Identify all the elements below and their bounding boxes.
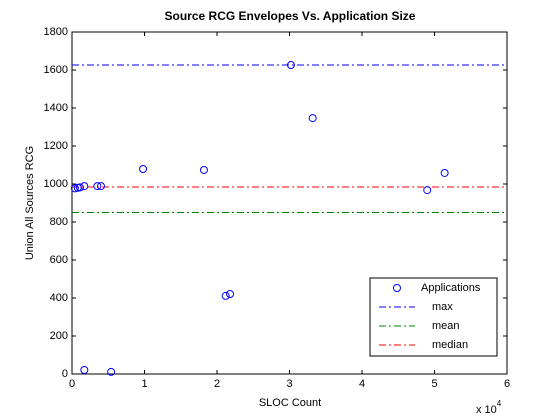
y-tick-label: 600: [50, 254, 68, 266]
legend-label: median: [432, 339, 468, 351]
y-tick-label: 1800: [44, 26, 68, 38]
legend-box: [369, 277, 498, 357]
x-tick-label: 6: [504, 378, 510, 390]
legend-label: mean: [432, 320, 460, 332]
data-point: [199, 165, 208, 174]
data-point: [75, 183, 84, 192]
x-tick-label: 1: [141, 378, 147, 390]
multiplier-base: x 10: [476, 404, 497, 416]
x-multiplier: x 104: [476, 399, 502, 416]
data-point: [70, 184, 79, 193]
data-point: [286, 61, 295, 70]
legend-label: max: [432, 301, 453, 313]
x-tick-label: 0: [69, 378, 75, 390]
y-tick-label: 800: [50, 216, 68, 228]
data-point: [139, 164, 148, 173]
y-tick-label: 1200: [44, 140, 68, 152]
chart-title: Source RCG Envelopes Vs. Application Siz…: [165, 9, 416, 23]
data-point: [423, 186, 432, 195]
legend-marker: [393, 284, 401, 292]
y-tick-label: 1400: [44, 102, 68, 114]
data-point: [80, 366, 89, 375]
x-tick-label: 2: [214, 378, 220, 390]
data-point: [226, 290, 235, 299]
data-point: [97, 182, 105, 191]
y-tick-label: 400: [50, 292, 68, 304]
x-tick-label: 3: [286, 378, 292, 390]
y-tick-label: 0: [62, 368, 68, 380]
y-tick-label: 1600: [44, 64, 68, 76]
data-point: [308, 114, 317, 123]
x-axis-label: SLOC Count: [259, 397, 321, 409]
multiplier-exponent: 4: [497, 399, 502, 408]
data-point: [80, 182, 89, 191]
x-tick-label: 4: [359, 378, 365, 390]
y-tick-label: 200: [50, 330, 68, 342]
y-axis-label: Union All Sources RCG: [24, 146, 36, 260]
data-point: [221, 291, 230, 300]
data-point: [93, 182, 102, 191]
x-tick-label: 5: [431, 378, 437, 390]
data-point: [107, 367, 116, 376]
legend-label: Applications: [421, 282, 481, 294]
data-point: [440, 168, 449, 177]
y-tick-label: 1000: [44, 178, 68, 190]
